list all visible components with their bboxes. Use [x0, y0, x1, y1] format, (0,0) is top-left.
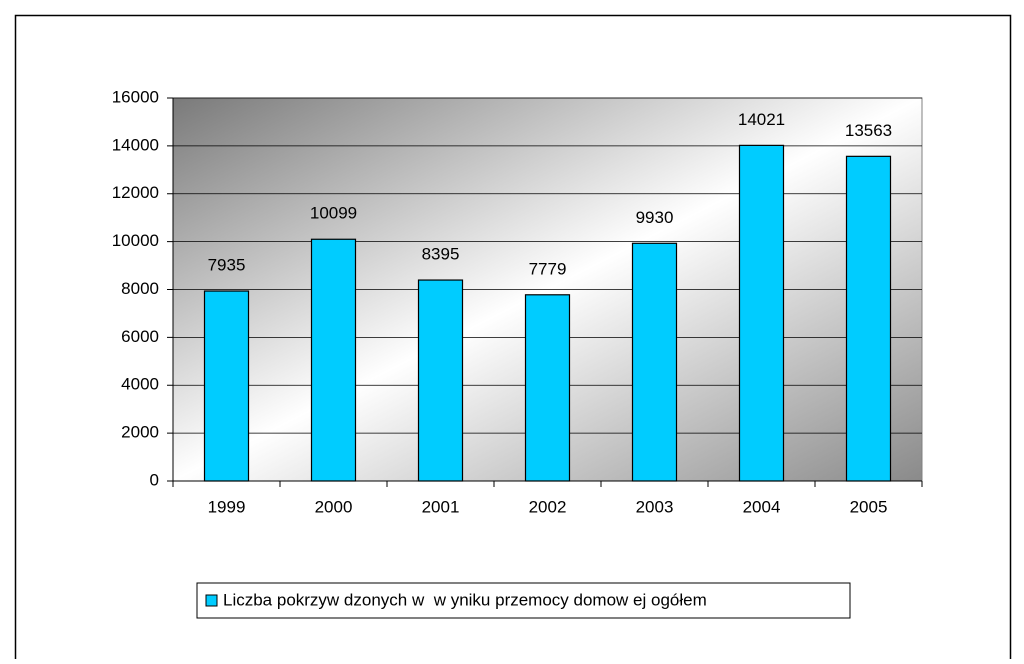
- data-label: 13563: [845, 121, 892, 140]
- x-tick-label: 2004: [743, 497, 781, 516]
- x-tick-label: 2005: [850, 497, 888, 516]
- data-label: 14021: [738, 110, 785, 129]
- y-tick-label: 10000: [112, 231, 159, 250]
- data-label: 7935: [208, 256, 246, 275]
- bar: [631, 242, 678, 482]
- legend-label: Liczba pokrzyw dzonych w w yniku przemoc…: [223, 590, 707, 609]
- x-tick-label: 2003: [636, 497, 674, 516]
- data-label: 10099: [310, 204, 357, 223]
- chart-border: [14, 14, 1012, 664]
- bar: [524, 294, 571, 482]
- y-tick-label: 6000: [121, 327, 159, 346]
- data-label: 8395: [422, 245, 460, 264]
- y-tick-label: 16000: [112, 87, 159, 106]
- data-label: 7779: [529, 259, 567, 278]
- legend-box: [196, 582, 851, 619]
- x-tick-label: 2001: [422, 497, 460, 516]
- bar: [738, 144, 785, 482]
- bar: [845, 155, 892, 482]
- x-tick-label: 2002: [529, 497, 567, 516]
- data-label: 9930: [636, 208, 674, 227]
- y-tick-label: 12000: [112, 183, 159, 202]
- y-tick-label: 4000: [121, 375, 159, 394]
- legend-swatch: [205, 594, 218, 607]
- y-tick-label: 8000: [121, 279, 159, 298]
- x-tick-label: 2000: [315, 497, 353, 516]
- bar: [417, 279, 464, 482]
- bar: [310, 238, 357, 482]
- y-tick-label: 0: [150, 470, 159, 489]
- y-tick-label: 2000: [121, 423, 159, 442]
- y-tick-label: 14000: [112, 135, 159, 154]
- bar: [203, 290, 250, 482]
- x-tick-label: 1999: [208, 497, 246, 516]
